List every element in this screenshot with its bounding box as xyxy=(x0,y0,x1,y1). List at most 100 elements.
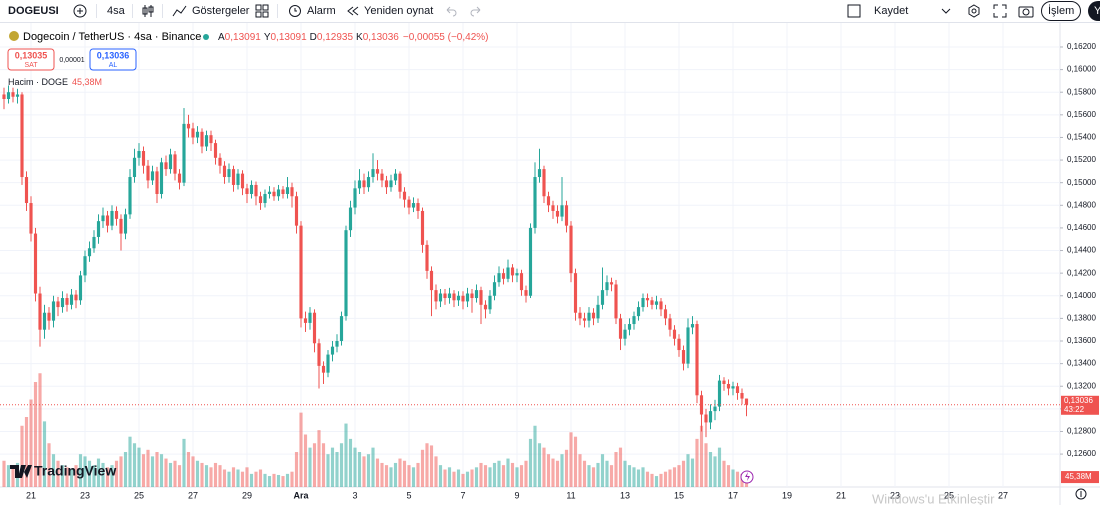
templates[interactable] xyxy=(255,0,269,22)
replay-icon xyxy=(347,6,359,16)
undo[interactable] xyxy=(445,0,457,22)
fullscreen-button[interactable] xyxy=(993,0,1007,22)
volume-bar xyxy=(582,460,587,487)
candle-body xyxy=(704,414,708,423)
candle-body xyxy=(213,143,218,158)
candle-body xyxy=(263,193,267,204)
candle-body xyxy=(128,177,132,215)
save-menu[interactable] xyxy=(941,0,951,22)
volume-bar xyxy=(186,452,191,487)
buy-box[interactable] xyxy=(89,48,137,71)
redo[interactable] xyxy=(470,0,482,22)
save-button[interactable]: Kaydet xyxy=(874,5,909,17)
volume-bar xyxy=(438,465,443,487)
candle-body xyxy=(618,318,623,339)
candle-body xyxy=(492,282,497,296)
account-button[interactable]: Y xyxy=(1088,1,1100,21)
volume-bar xyxy=(339,443,344,487)
volume-bar xyxy=(587,465,591,487)
volume-bar xyxy=(240,471,245,487)
volume-bar xyxy=(294,452,299,487)
candle-body xyxy=(537,169,542,178)
candle-body xyxy=(519,273,524,291)
volume-bar xyxy=(191,456,195,487)
volume-bar xyxy=(321,443,326,487)
y-tick-label: 0,15400 xyxy=(1067,133,1096,142)
volume-bar xyxy=(285,473,290,487)
candle-body xyxy=(384,180,389,188)
x-tick-label: 21 xyxy=(836,490,846,500)
change: −0,00055 (−0,42%) xyxy=(403,32,489,43)
candle-body xyxy=(92,236,96,249)
interval[interactable]: 4sa xyxy=(107,5,125,17)
volume-bar xyxy=(591,467,596,487)
y-tick-label: 0,14600 xyxy=(1067,223,1096,232)
alert-button[interactable]: Alarm xyxy=(287,0,336,22)
snapshot-button[interactable] xyxy=(1018,0,1034,22)
candle-body xyxy=(722,380,726,384)
volume-bar xyxy=(389,467,393,487)
buy-price: 0,13036 xyxy=(97,50,130,60)
volume-bar xyxy=(254,471,258,487)
candle-body xyxy=(267,191,272,194)
x-tick-label: 19 xyxy=(782,490,792,500)
volume-bar xyxy=(654,476,659,487)
candle-body xyxy=(11,92,15,97)
volume-bar xyxy=(263,473,267,487)
candle-body xyxy=(614,284,618,319)
volume-bar xyxy=(380,462,384,487)
chevron-icon xyxy=(941,8,951,14)
indicators-button[interactable]: Göstergeler xyxy=(172,0,249,22)
volume-bar xyxy=(704,443,708,487)
candle-body xyxy=(357,180,362,189)
volume-bar xyxy=(173,460,177,487)
alarm-icon xyxy=(289,5,301,17)
replay-button[interactable]: Yeniden oynat xyxy=(346,0,433,22)
x-tick-label: 29 xyxy=(242,490,252,500)
volume-legend: Hacim · DOGE 45,38M xyxy=(8,77,102,87)
square-icon xyxy=(847,4,861,18)
symbol[interactable]: DOGEUSI xyxy=(8,5,59,17)
candle-body xyxy=(281,189,285,194)
candle-body xyxy=(132,157,137,178)
candle-body xyxy=(317,343,321,366)
volume-bar xyxy=(47,443,51,487)
settings-button[interactable] xyxy=(967,0,981,22)
add-symbol[interactable] xyxy=(73,0,87,22)
candle-body xyxy=(515,273,519,276)
layout-checkbox[interactable] xyxy=(847,0,861,22)
candle-body xyxy=(231,169,236,185)
candle-body xyxy=(303,318,308,323)
candle-body xyxy=(546,196,551,206)
volume-bar xyxy=(573,436,578,487)
volume-bar xyxy=(614,452,618,487)
volume-bar xyxy=(245,467,249,487)
sell-box[interactable] xyxy=(7,48,55,71)
volume-bar xyxy=(272,473,276,487)
trade-button[interactable]: İşlem xyxy=(1041,1,1082,21)
candle-body xyxy=(137,151,141,158)
y-tick-label: 0,15000 xyxy=(1067,178,1096,187)
candle-body xyxy=(654,301,659,305)
candle-body xyxy=(380,173,384,181)
volume-legend-value: 45,38M xyxy=(72,77,102,87)
candle-body xyxy=(456,295,461,301)
volume-bar xyxy=(123,452,128,487)
volume-bar xyxy=(92,465,96,487)
buy-label: AL xyxy=(109,62,118,69)
replay-text: Yeniden oynat xyxy=(364,5,434,17)
axis-settings-icon[interactable] xyxy=(1075,488,1087,500)
volume-bar xyxy=(479,462,483,487)
c-value: 0,13036 xyxy=(363,32,400,43)
volume-bar xyxy=(465,471,470,487)
candle-body xyxy=(353,188,357,208)
volume-bar xyxy=(357,452,362,487)
candle-body xyxy=(182,123,186,183)
volume-bar xyxy=(645,471,650,487)
candle-body xyxy=(510,267,515,276)
x-tick-label: 23 xyxy=(80,490,90,500)
volume-bar xyxy=(429,445,434,487)
volume-bar xyxy=(524,460,528,487)
chart-type[interactable] xyxy=(142,0,154,22)
volume-bar xyxy=(204,465,209,487)
